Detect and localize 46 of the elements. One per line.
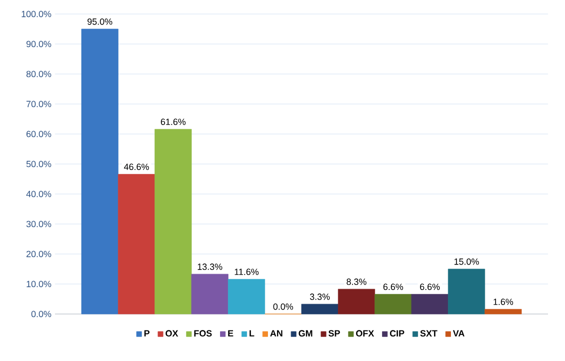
legend-label: OFX bbox=[356, 330, 374, 337]
data-label: 0.0% bbox=[273, 303, 294, 310]
y-tick-label: 30.0% bbox=[26, 220, 52, 228]
data-label: 13.3% bbox=[198, 264, 222, 270]
y-tick-label: 40.0% bbox=[26, 190, 52, 198]
y-tick-label: 50.0% bbox=[26, 160, 52, 168]
legend-label: AN bbox=[270, 330, 282, 336]
data-label: 8.3% bbox=[346, 278, 366, 285]
legend-label: GM bbox=[298, 330, 312, 337]
data-label: 61.6% bbox=[160, 118, 186, 126]
bar bbox=[191, 274, 228, 314]
legend-label: E bbox=[228, 330, 234, 336]
legend-label: SP bbox=[328, 330, 340, 337]
bar bbox=[338, 288, 376, 314]
legend-label: FOS bbox=[194, 330, 212, 337]
y-tick-label: 100.0% bbox=[22, 10, 52, 18]
data-label: 15.0% bbox=[454, 258, 479, 265]
bar bbox=[118, 174, 156, 314]
y-tick-label: 90.0% bbox=[26, 40, 52, 48]
bar bbox=[411, 294, 448, 314]
legend-label: L bbox=[250, 330, 254, 336]
legend-label: CIP bbox=[390, 330, 404, 337]
legend-label: OX bbox=[166, 330, 178, 337]
data-label: 6.6% bbox=[420, 284, 440, 290]
y-tick-label: 10.0% bbox=[26, 280, 52, 288]
y-tick-label: 60.0% bbox=[26, 130, 52, 138]
data-label: 3.3% bbox=[310, 294, 330, 300]
bar bbox=[228, 279, 266, 314]
bar bbox=[448, 268, 486, 314]
legend-label: VA bbox=[452, 330, 464, 336]
data-label: 11.6% bbox=[234, 268, 259, 276]
y-tick-label: 20.0% bbox=[26, 250, 52, 258]
bar bbox=[154, 129, 192, 314]
legend-label: P bbox=[144, 330, 150, 336]
data-label: 95.0% bbox=[88, 18, 112, 25]
bar bbox=[484, 309, 522, 314]
data-label: 1.6% bbox=[494, 298, 514, 306]
data-label: 46.6% bbox=[124, 164, 149, 170]
y-tick-label: 80.0% bbox=[26, 70, 52, 78]
bar bbox=[374, 294, 412, 314]
bar bbox=[301, 304, 338, 314]
legend-label: SXT bbox=[420, 330, 438, 337]
y-tick-label: 0.0% bbox=[31, 310, 52, 318]
bar bbox=[81, 28, 118, 314]
data-label: 6.6% bbox=[383, 284, 404, 290]
y-tick-label: 70.0% bbox=[26, 100, 52, 108]
